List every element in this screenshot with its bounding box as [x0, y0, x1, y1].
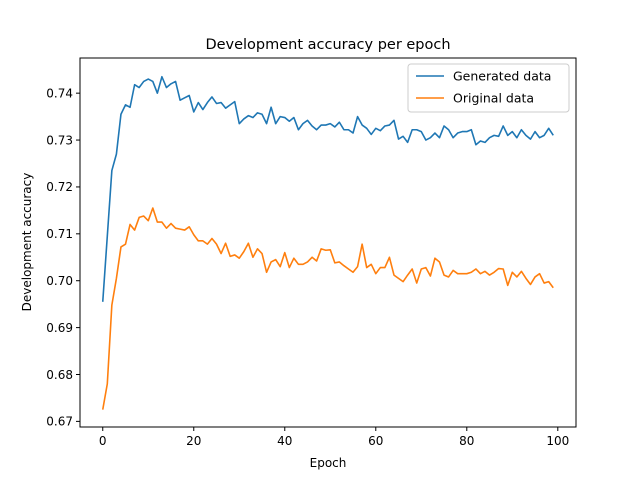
- legend: Generated data Original data: [407, 63, 570, 113]
- y-tick-label: 0.68: [46, 368, 73, 382]
- series-line-1: [101, 75, 554, 302]
- x-tick-label: 40: [277, 434, 292, 448]
- x-tick-label: 100: [546, 434, 569, 448]
- y-tick-label: 0.70: [46, 274, 73, 288]
- y-tick-label: 0.69: [46, 321, 73, 335]
- legend-entry: Original data: [453, 91, 534, 106]
- x-axis-label: Epoch: [310, 456, 347, 470]
- x-tick-label: 0: [99, 434, 107, 448]
- legend-entry: Generated data: [453, 69, 551, 84]
- plot-lines: [101, 75, 554, 410]
- y-tick-label: 0.67: [46, 415, 73, 429]
- y-tick-label: 0.72: [46, 180, 73, 194]
- x-tick-label: 80: [459, 434, 474, 448]
- y-tick-label: 0.74: [46, 86, 73, 100]
- y-tick-label: 0.71: [46, 227, 73, 241]
- plot-frame: [79, 57, 577, 428]
- legend-box: [407, 63, 570, 113]
- y-axis-label: Development accuracy: [20, 173, 34, 312]
- series-line-2: [101, 207, 554, 410]
- y-tick-label: 0.73: [46, 133, 73, 147]
- y-axis-ticks: 0.67 0.68 0.69 0.70 0.71 0.72 0.73 0.74: [46, 86, 80, 429]
- chart-title: Development accuracy per epoch: [205, 37, 450, 53]
- x-tick-label: 60: [368, 434, 383, 448]
- x-axis-ticks: 0 20 40 60 80 100: [99, 427, 569, 448]
- x-tick-label: 20: [186, 434, 201, 448]
